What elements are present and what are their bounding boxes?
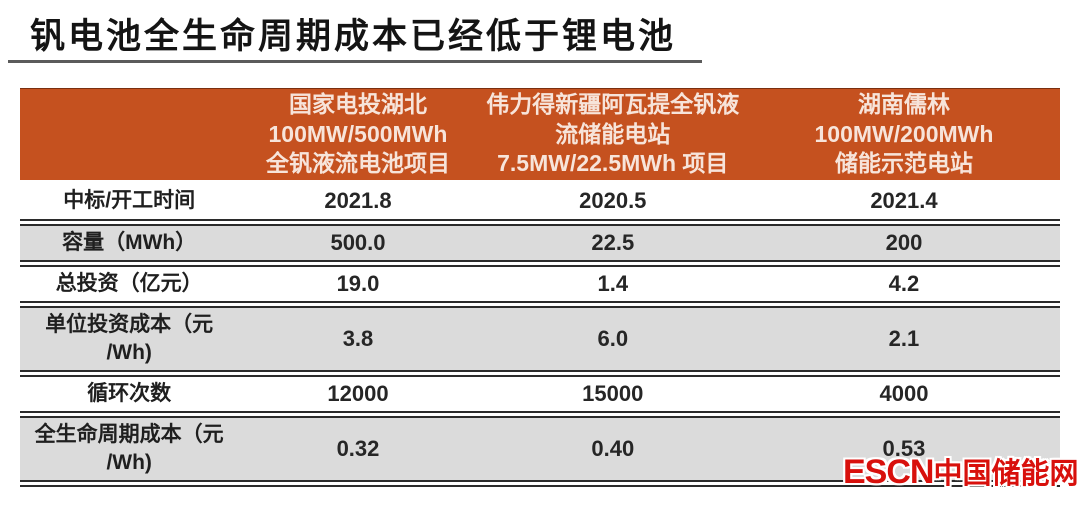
value-cell: 6.0 <box>597 325 629 351</box>
row-label-cell: 中标/开工时间 <box>63 189 196 213</box>
table-body: 中标/开工时间 2021.8 2020.5 2021.4 容量（MWh） 500.0 22.… <box>20 183 1060 482</box>
cost-comparison-table: 国家电投湖北 100MW/500MWh 全钒液流电池项目 伟力得新疆阿瓦提全钒液 … <box>20 88 1060 487</box>
table-bottom-border <box>20 484 1060 487</box>
title-underline <box>8 60 702 63</box>
row-label-cell: 单位投资成本（元 /Wh) <box>45 313 214 364</box>
value-cell: 15000 <box>582 380 644 406</box>
value-cell: 2021.4 <box>870 188 938 213</box>
value-cell: 12000 <box>327 380 389 406</box>
escn-site-name: 中国储能网 <box>933 458 1079 490</box>
table-row: 单位投资成本（元 /Wh) 3.8 6.0 2.1 <box>20 306 1060 372</box>
value-cell: 4000 <box>879 380 929 406</box>
row-label-cell: 全生命周期成本（元 /Wh) <box>34 422 224 474</box>
header-project-cell: 伟力得新疆阿瓦提全钒液 流储能电站 7.5MW/22.5MWh 项目 <box>486 90 740 177</box>
page-title: 钒电池全生命周期成本已经低于锂电池 <box>30 16 677 57</box>
header-project-cell: 湖南儒林 100MW/200MWh 储能示范电站 <box>814 90 994 177</box>
table-header-row: 国家电投湖北 100MW/500MWh 全钒液流电池项目 伟力得新疆阿瓦提全钒液 … <box>20 88 1060 180</box>
value-cell: 0.53 <box>882 435 926 461</box>
value-cell: 4.2 <box>888 271 920 296</box>
row-label-cell: 循环次数 <box>87 381 172 405</box>
value-cell: 0.32 <box>336 435 380 461</box>
row-label-cell: 容量（MWh） <box>62 231 197 255</box>
escn-logo-text: ESCN <box>843 453 934 491</box>
header-project-cell: 国家电投湖北 100MW/500MWh 全钒液流电池项目 <box>265 90 450 177</box>
table-row: 循环次数 12000 15000 4000 <box>20 374 1060 413</box>
table-row: 总投资（亿元） 19.0 1.4 4.2 <box>20 265 1060 303</box>
value-cell: 0.40 <box>591 435 635 461</box>
value-cell: 200 <box>885 230 923 255</box>
value-cell: 22.5 <box>591 230 635 255</box>
value-cell: 2020.5 <box>579 188 647 213</box>
table-row: 全生命周期成本（元 /Wh) 0.32 0.40 0.53 <box>20 415 1060 482</box>
table-row: 中标/开工时间 2021.8 2020.5 2021.4 <box>20 183 1060 221</box>
value-cell: 1.4 <box>597 271 629 296</box>
row-label-cell: 总投资（亿元） <box>55 272 203 296</box>
escn-watermark: ESCN中国储能网 <box>843 450 1078 492</box>
value-cell: 19.0 <box>336 271 380 296</box>
value-cell: 500.0 <box>330 230 386 255</box>
table-row: 容量（MWh） 500.0 22.5 200 <box>20 224 1060 262</box>
value-cell: 2021.8 <box>324 188 392 213</box>
value-cell: 3.8 <box>342 325 374 351</box>
value-cell: 2.1 <box>888 325 920 351</box>
